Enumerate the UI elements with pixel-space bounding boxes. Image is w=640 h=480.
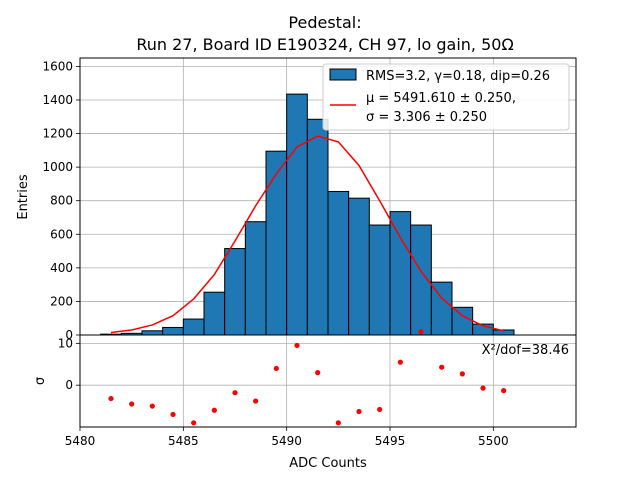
x-tick-label: 5495 (375, 434, 406, 448)
residual-point (108, 395, 114, 402)
fit-curve (110, 135, 504, 334)
residual-point (315, 370, 321, 376)
bottom-y-tick-label: 0 (65, 378, 73, 392)
bottom-y-ticks: 0 10 (58, 336, 80, 392)
residual-point (356, 408, 362, 415)
x-ticks: 5480 5485 5490 5495 5500 (65, 427, 509, 448)
residual-point (459, 371, 465, 377)
top-y-tick-label: 400 (50, 261, 73, 275)
residual-point (253, 398, 259, 404)
histogram-bar (430, 281, 453, 336)
x-tick-label: 5480 (65, 434, 96, 448)
bottom-grid (79, 335, 576, 427)
legend-box (322, 63, 570, 131)
residual-point (191, 420, 197, 426)
histogram-bar (327, 190, 350, 336)
legend-histogram-label: RMS=3.2, γ=0.18, dip=0.26 (366, 69, 550, 84)
top-y-tick-label: 1200 (42, 127, 73, 141)
residual-point (397, 359, 403, 365)
histogram-bar (265, 150, 288, 336)
top-y-ticks: 0 200 400 600 800 1000 1200 1400 1600 (42, 59, 80, 342)
histogram-bar (286, 93, 308, 336)
histogram-bar (348, 197, 370, 336)
histogram-bar (306, 118, 329, 336)
x-tick-label: 5485 (168, 434, 199, 448)
y-axis-label-top: Entries (16, 174, 31, 220)
residual-point (439, 364, 445, 370)
bottom-y-tick-label: 10 (58, 336, 73, 350)
residual-point (294, 342, 300, 349)
top-y-tick-label: 600 (50, 227, 73, 241)
fit-line (110, 135, 504, 334)
legend-histogram-swatch (329, 68, 357, 81)
x-tick-label: 5500 (478, 434, 509, 448)
top-y-tick-label: 1600 (42, 59, 73, 73)
legend-fit-label-line2: σ = 3.306 ± 0.250 (366, 110, 487, 125)
legend-fit-label-line1: μ = 5491.610 ± 0.250, (366, 91, 516, 106)
residual-point (129, 401, 135, 407)
top-y-tick-label: 1000 (42, 160, 73, 174)
residual-point (377, 406, 383, 413)
x-axis-label: ADC Counts (289, 456, 367, 471)
histogram-bar (224, 248, 246, 336)
histogram-bar (451, 306, 474, 336)
histogram-bar (368, 224, 391, 336)
histogram-panel: 0 200 400 600 800 1000 1200 1400 1600 Entries RM… (16, 57, 577, 342)
histogram-bar (203, 291, 226, 336)
residual-points (108, 329, 507, 426)
chart-title-line1: Pedestal: (288, 13, 361, 32)
top-y-tick-label: 1400 (42, 93, 73, 107)
residual-panel: 010 5480 5485 5490 5495 5500 σ X²/dof=38.46 … (33, 329, 577, 471)
histogram-bar (141, 330, 164, 336)
residual-point (418, 329, 424, 335)
y-axis-label-bottom: σ (33, 377, 48, 385)
residual-point (273, 365, 279, 372)
x-tick-label: 5490 (271, 434, 302, 448)
residual-point (211, 407, 217, 413)
residual-point (501, 388, 507, 394)
legend: RMS=3.2, γ=0.18, dip=0.26 μ = 5491.610 ±… (322, 63, 570, 131)
histogram-bars (100, 93, 515, 336)
top-y-tick-label: 0 (65, 328, 73, 342)
top-y-tick-label: 800 (50, 194, 73, 208)
residual-point (170, 411, 176, 418)
bottom-axes-frame (79, 334, 577, 428)
histogram-bar (244, 221, 267, 336)
top-y-tick-label: 200 (50, 294, 73, 308)
histogram-bar (389, 211, 412, 336)
histogram-bar (162, 326, 184, 336)
residual-point (480, 385, 486, 391)
chart-title-line2: Run 27, Board ID E190324, CH 97, lo gain… (136, 35, 513, 54)
residual-point (149, 403, 155, 409)
chi2-label: X²/dof=38.46 (482, 343, 569, 358)
residual-point (232, 390, 238, 396)
histogram-bar (182, 318, 205, 336)
residual-point (335, 420, 341, 426)
